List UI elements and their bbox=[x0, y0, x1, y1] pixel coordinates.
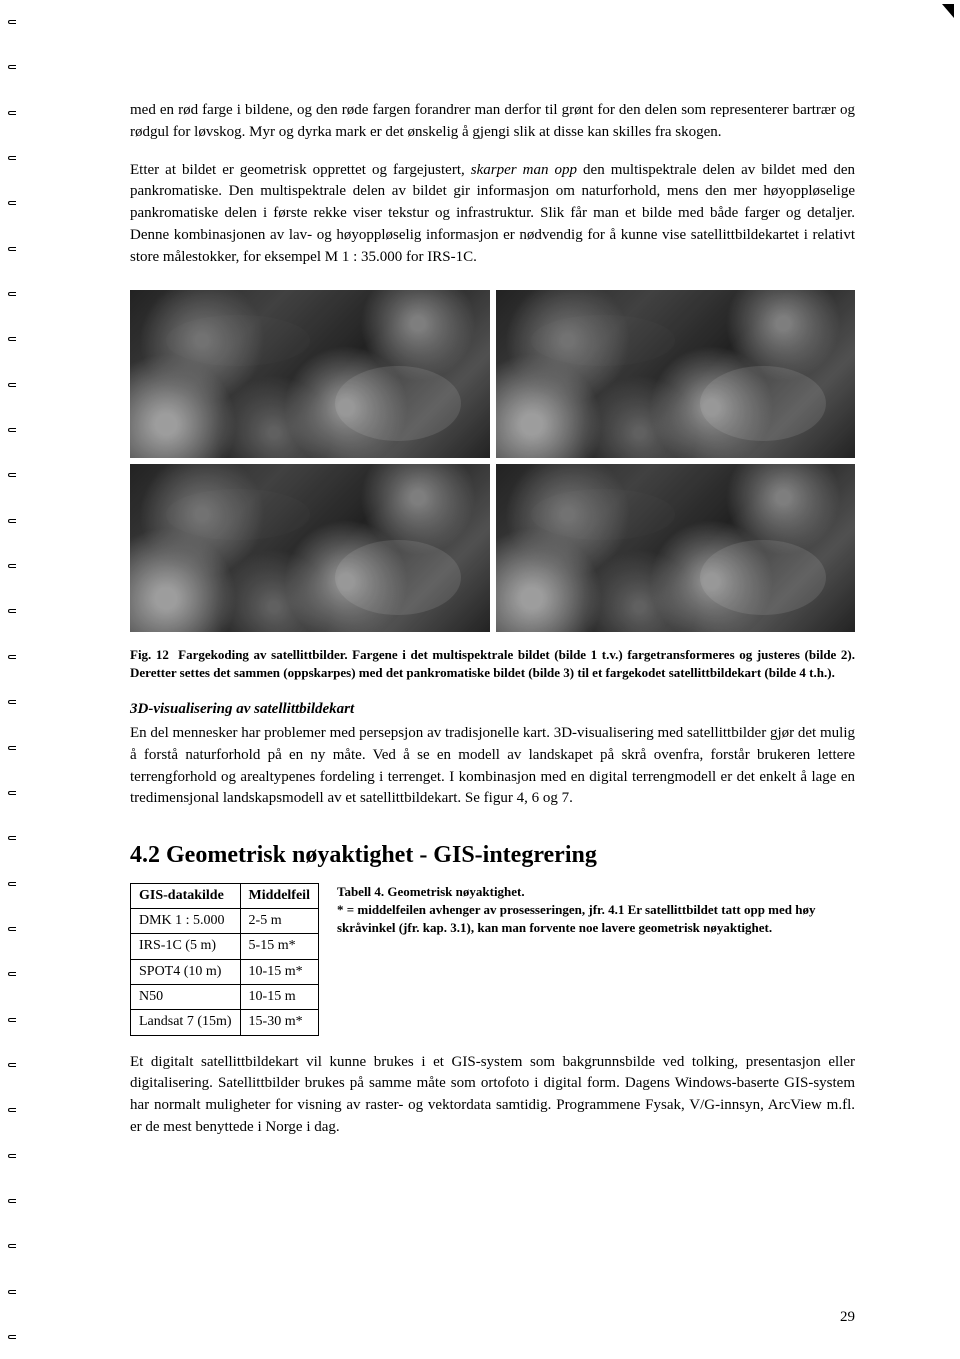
table-cell: 5-15 m* bbox=[240, 934, 318, 959]
table-cell: SPOT4 (10 m) bbox=[131, 959, 241, 984]
figure-panel-4 bbox=[496, 464, 856, 632]
table-caption-title: Tabell 4. Geometrisk nøyaktighet. bbox=[337, 884, 525, 899]
figure-panel-1 bbox=[130, 290, 490, 458]
body-paragraph-4: Et digitalt satellittbildekart vil kunne… bbox=[130, 1052, 855, 1139]
page-corner-mark bbox=[942, 4, 954, 18]
table-row: IRS-1C (5 m) 5-15 m* bbox=[131, 934, 319, 959]
table-header: GIS-datakilde bbox=[131, 883, 241, 908]
table-cell: 15-30 m* bbox=[240, 1010, 318, 1035]
figure-row-top bbox=[130, 290, 855, 458]
table-cell: 2-5 m bbox=[240, 909, 318, 934]
section-number: 4.2 bbox=[130, 842, 160, 868]
section-title: Geometrisk nøyaktighet - GIS-integrering bbox=[166, 842, 597, 868]
table-caption-body: * = middelfeilen avhenger av prosesserin… bbox=[337, 902, 816, 935]
section-heading: 4.2 Geometrisk nøyaktighet - GIS-integre… bbox=[130, 838, 855, 873]
binding-holes bbox=[8, 20, 18, 1339]
subheading-3d-visualisering: 3D-visualisering av satellittbildekart bbox=[130, 699, 855, 721]
figure-panel-2 bbox=[496, 290, 856, 458]
table-cell: IRS-1C (5 m) bbox=[131, 934, 241, 959]
figure-caption-text: Fargekoding av satellittbilder. Fargene … bbox=[130, 647, 855, 680]
table-cell: Landsat 7 (15m) bbox=[131, 1010, 241, 1035]
table-header-row: GIS-datakilde Middelfeil bbox=[131, 883, 319, 908]
figure-panel-3 bbox=[130, 464, 490, 632]
table-cell: 10-15 m bbox=[240, 985, 318, 1010]
figure-caption: Fig. 12 Fargekoding av satellittbilder. … bbox=[130, 646, 855, 681]
figure-label: Fig. 12 bbox=[130, 647, 169, 662]
table-row: SPOT4 (10 m) 10-15 m* bbox=[131, 959, 319, 984]
body-paragraph-2: Etter at bildet er geometrisk opprettet … bbox=[130, 160, 855, 269]
table4-block: GIS-datakilde Middelfeil DMK 1 : 5.000 2… bbox=[130, 883, 855, 1036]
table-cell: 10-15 m* bbox=[240, 959, 318, 984]
figure-12: Fig. 12 Fargekoding av satellittbilder. … bbox=[130, 290, 855, 681]
p2-emphasis: skarper man opp bbox=[471, 162, 577, 178]
page-number: 29 bbox=[840, 1307, 855, 1329]
table-row: N50 10-15 m bbox=[131, 985, 319, 1010]
table-row: DMK 1 : 5.000 2-5 m bbox=[131, 909, 319, 934]
body-paragraph-3: En del mennesker har problemer med perse… bbox=[130, 723, 855, 810]
p2-pre: Etter at bildet er geometrisk opprettet … bbox=[130, 162, 471, 178]
table-header: Middelfeil bbox=[240, 883, 318, 908]
figure-row-bottom bbox=[130, 464, 855, 632]
table-cell: DMK 1 : 5.000 bbox=[131, 909, 241, 934]
table4: GIS-datakilde Middelfeil DMK 1 : 5.000 2… bbox=[130, 883, 319, 1036]
table-cell: N50 bbox=[131, 985, 241, 1010]
body-paragraph-1: med en rød farge i bildene, og den røde … bbox=[130, 100, 855, 144]
table-row: Landsat 7 (15m) 15-30 m* bbox=[131, 1010, 319, 1035]
table-caption: Tabell 4. Geometrisk nøyaktighet. * = mi… bbox=[337, 883, 855, 938]
